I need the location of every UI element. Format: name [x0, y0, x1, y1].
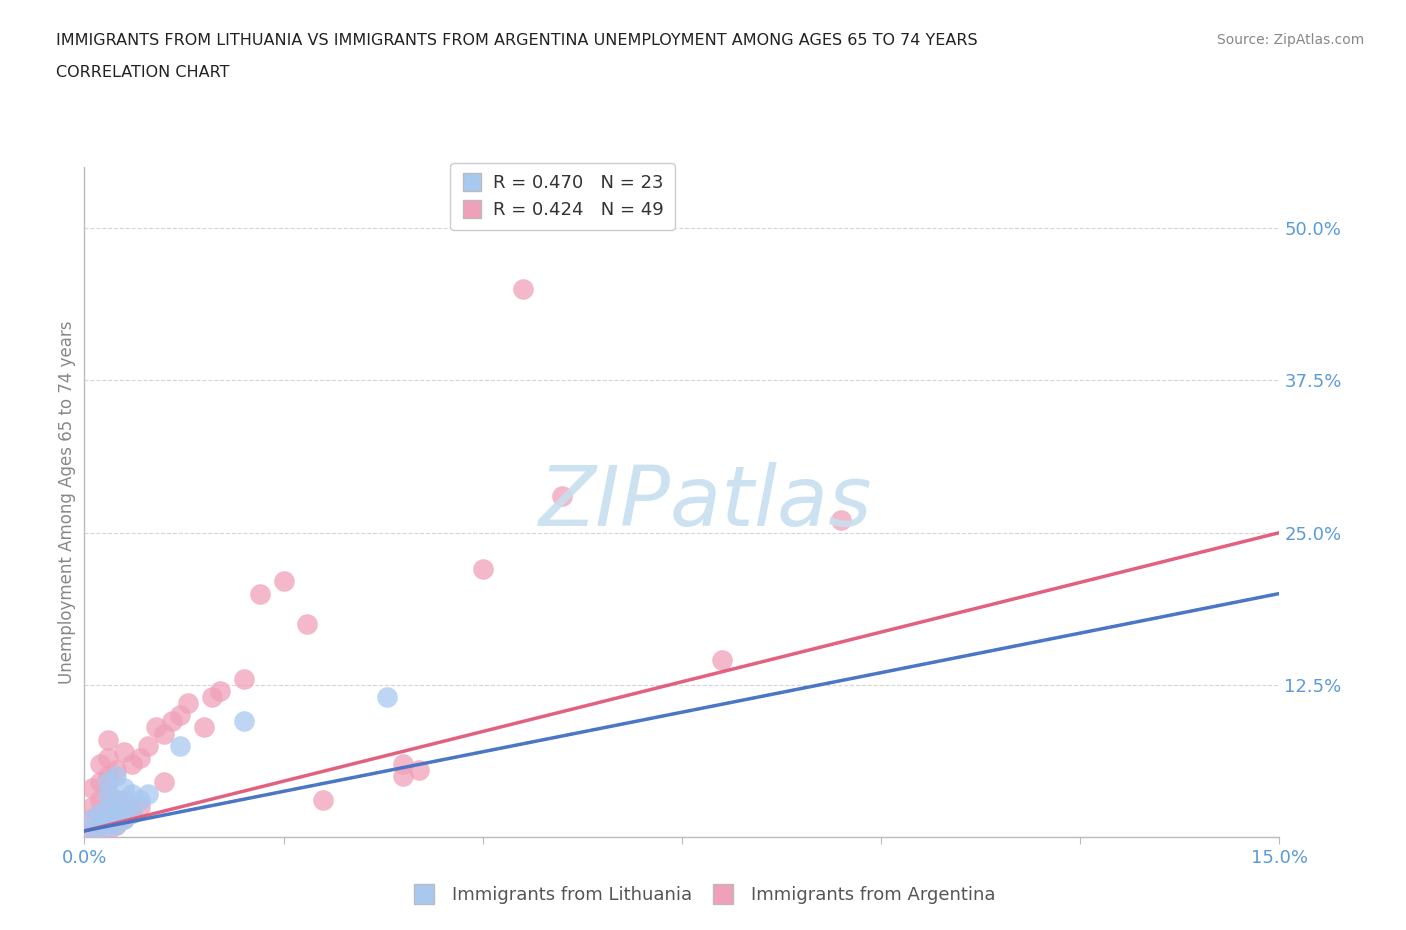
- Point: [82, 811, 104, 826]
- Y-axis label: Unemployment Among Ages 65 to 74 years: Unemployment Among Ages 65 to 74 years: [58, 321, 76, 684]
- Point: [82, 799, 104, 814]
- Legend: Immigrants from Lithuania, Immigrants from Argentina: Immigrants from Lithuania, Immigrants fr…: [404, 879, 1002, 911]
- Point: [512, 282, 534, 297]
- Point: [830, 513, 852, 528]
- Point: [97, 811, 120, 826]
- Legend: R = 0.470   N = 23, R = 0.424   N = 49: R = 0.470 N = 23, R = 0.424 N = 49: [450, 163, 675, 230]
- Point: [97, 823, 120, 838]
- Text: ZIPatlas: ZIPatlas: [538, 461, 873, 543]
- Point: [208, 684, 231, 698]
- Point: [97, 787, 120, 802]
- Point: [121, 787, 143, 802]
- Point: [82, 823, 104, 838]
- Point: [112, 793, 135, 808]
- Point: [153, 726, 176, 741]
- Point: [392, 769, 415, 784]
- Text: CORRELATION CHART: CORRELATION CHART: [56, 65, 229, 80]
- Point: [273, 574, 295, 589]
- Point: [136, 738, 159, 753]
- Point: [201, 689, 224, 704]
- Point: [89, 805, 111, 820]
- Point: [97, 799, 120, 814]
- Text: Source: ZipAtlas.com: Source: ZipAtlas.com: [1216, 33, 1364, 46]
- Point: [129, 793, 152, 808]
- Point: [105, 805, 128, 820]
- Point: [121, 805, 143, 820]
- Point: [375, 689, 398, 704]
- Point: [169, 708, 191, 723]
- Point: [177, 696, 200, 711]
- Point: [82, 823, 104, 838]
- Point: [551, 488, 574, 503]
- Point: [105, 817, 128, 832]
- Point: [121, 756, 143, 771]
- Point: [249, 586, 271, 601]
- Point: [312, 793, 335, 808]
- Point: [89, 805, 111, 820]
- Point: [82, 781, 104, 796]
- Point: [129, 799, 152, 814]
- Point: [89, 817, 111, 832]
- Point: [392, 756, 415, 771]
- Point: [145, 720, 167, 735]
- Point: [471, 562, 494, 577]
- Point: [193, 720, 215, 735]
- Point: [112, 811, 135, 826]
- Point: [232, 671, 254, 686]
- Point: [169, 738, 191, 753]
- Point: [97, 751, 120, 765]
- Point: [297, 617, 319, 631]
- Point: [112, 781, 135, 796]
- Point: [153, 775, 176, 790]
- Point: [97, 799, 120, 814]
- Point: [112, 799, 135, 814]
- Point: [105, 769, 128, 784]
- Point: [89, 817, 111, 832]
- Point: [97, 769, 120, 784]
- Point: [105, 793, 128, 808]
- Point: [129, 751, 152, 765]
- Point: [97, 820, 120, 835]
- Point: [121, 805, 143, 820]
- Point: [89, 793, 111, 808]
- Point: [97, 775, 120, 790]
- Point: [89, 775, 111, 790]
- Point: [105, 763, 128, 777]
- Point: [105, 817, 128, 832]
- Text: IMMIGRANTS FROM LITHUANIA VS IMMIGRANTS FROM ARGENTINA UNEMPLOYMENT AMONG AGES 6: IMMIGRANTS FROM LITHUANIA VS IMMIGRANTS …: [56, 33, 977, 47]
- Point: [112, 744, 135, 759]
- Point: [97, 787, 120, 802]
- Point: [232, 714, 254, 729]
- Point: [710, 653, 733, 668]
- Point: [136, 787, 159, 802]
- Point: [160, 714, 183, 729]
- Point: [408, 763, 430, 777]
- Point: [89, 756, 111, 771]
- Point: [112, 811, 135, 826]
- Point: [97, 732, 120, 747]
- Point: [82, 811, 104, 826]
- Point: [105, 793, 128, 808]
- Point: [97, 811, 120, 826]
